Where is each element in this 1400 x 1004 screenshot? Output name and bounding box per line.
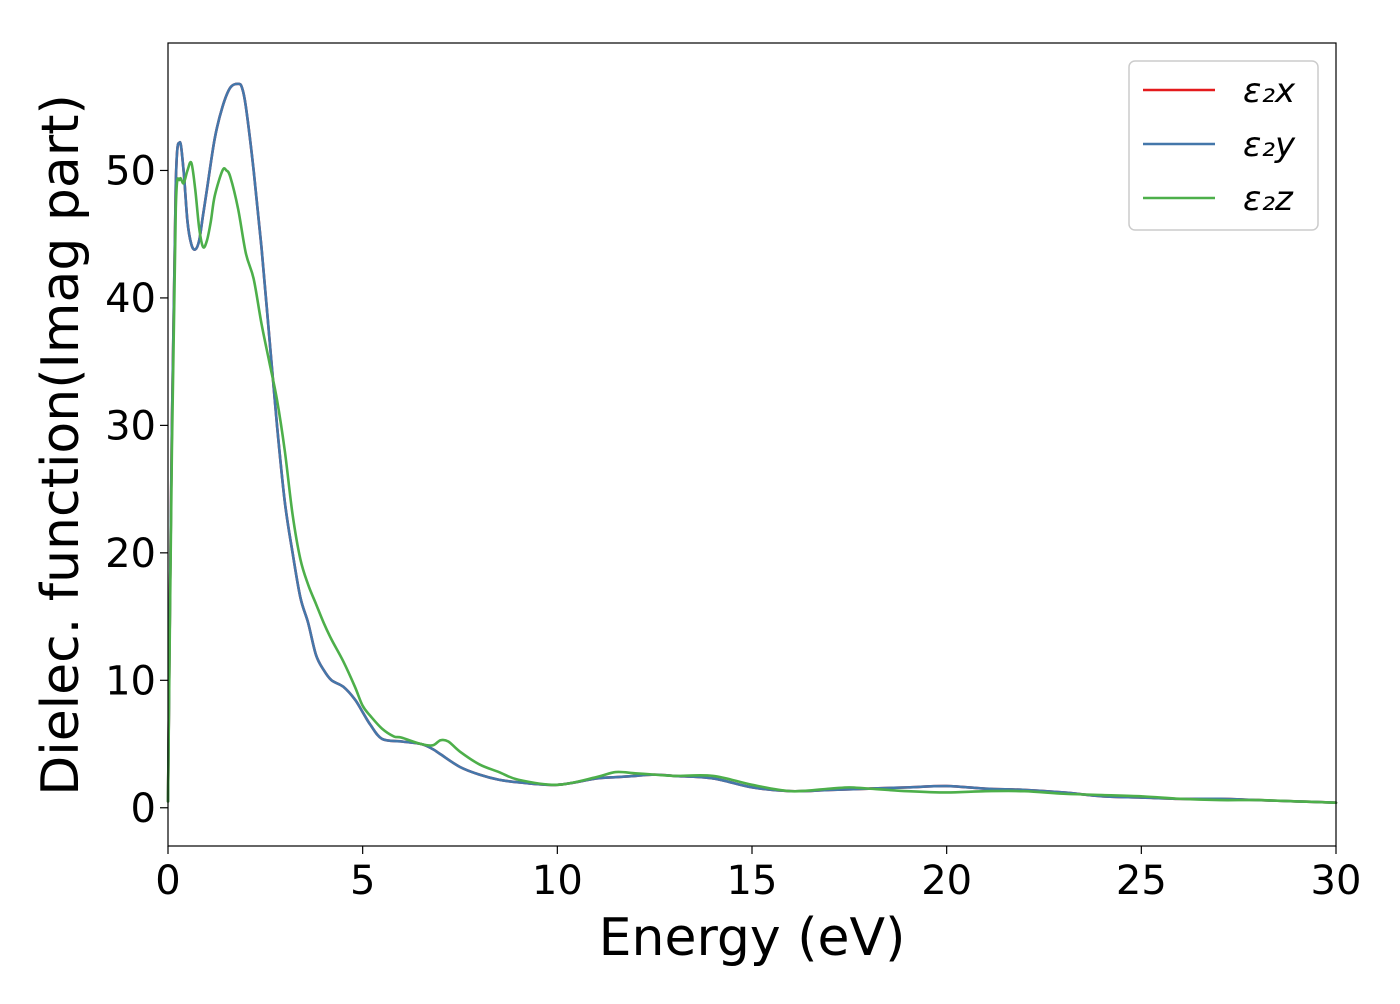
legend-items: ε₂x ε₂y ε₂z xyxy=(1143,71,1296,219)
y-axis-title: Dielec. function(Imag part) xyxy=(31,94,91,796)
legend-label-2: ε₂z xyxy=(1243,179,1294,219)
legend-box xyxy=(1128,60,1319,231)
x-tick-label: 10 xyxy=(532,858,583,904)
legend: ε₂x ε₂y ε₂z xyxy=(1128,60,1319,231)
x-tick-label: 20 xyxy=(921,858,972,904)
x-tick-label: 30 xyxy=(1311,858,1362,904)
y-axis-ticks: 0 10 20 30 40 50 xyxy=(105,148,168,832)
x-axis-title: Energy (eV) xyxy=(599,908,906,968)
legend-label-0: ε₂x xyxy=(1243,71,1296,111)
y-tick-label: 20 xyxy=(105,531,156,577)
y-tick-label: 50 xyxy=(105,148,156,194)
x-tick-label: 15 xyxy=(727,858,778,904)
y-tick-label: 30 xyxy=(105,403,156,449)
legend-label-1: ε₂y xyxy=(1243,125,1296,165)
x-tick-label: 25 xyxy=(1116,858,1167,904)
y-tick-label: 40 xyxy=(105,276,156,322)
x-axis-ticks: 0 5 10 15 20 25 30 xyxy=(155,846,1361,904)
series-line-1 xyxy=(166,82,1338,804)
series-layer xyxy=(166,82,1338,804)
x-tick-label: 5 xyxy=(350,858,375,904)
series-line-2 xyxy=(166,160,1338,804)
y-tick-label: 0 xyxy=(131,786,156,832)
y-tick-label: 10 xyxy=(105,658,156,704)
x-tick-label: 0 xyxy=(155,858,180,904)
